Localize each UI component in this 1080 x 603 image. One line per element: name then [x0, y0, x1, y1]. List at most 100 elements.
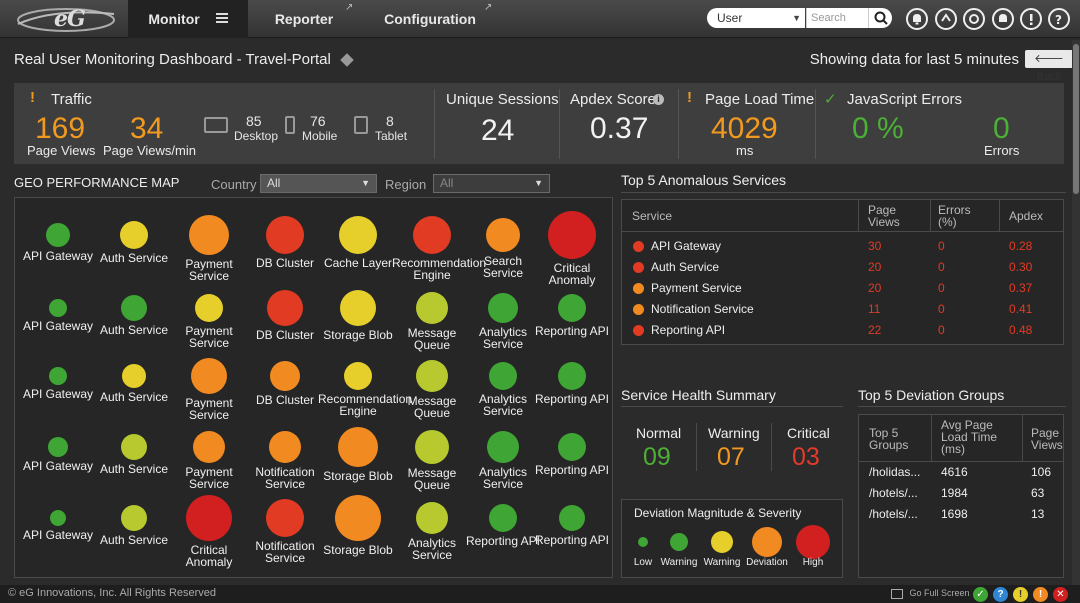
- geo-node-storage-blob[interactable]: Storage Blob: [318, 495, 398, 556]
- bell-icon[interactable]: [906, 8, 928, 30]
- geo-node-db-cluster[interactable]: DB Cluster: [245, 216, 325, 269]
- legend-item-deviation: Deviation: [743, 527, 791, 568]
- table-row[interactable]: Payment Service 20 0 0.37: [622, 278, 1063, 299]
- footer: © eG Innovations, Inc. All Rights Reserv…: [0, 585, 1080, 603]
- table-row[interactable]: /hotels/... 1698 13: [859, 507, 1063, 528]
- check-icon[interactable]: ✓: [973, 587, 988, 602]
- geo-node-api-gateway[interactable]: API Gateway: [18, 510, 98, 541]
- geo-node-auth-service[interactable]: Auth Service: [94, 295, 174, 336]
- full-screen-button[interactable]: Go Full Screen: [891, 588, 970, 599]
- info-icon[interactable]: !: [1013, 587, 1028, 602]
- geo-node-analytics-service[interactable]: Analytics Service: [392, 502, 472, 561]
- close-icon[interactable]: ✕: [1053, 587, 1068, 602]
- column-header[interactable]: Page Views: [1031, 426, 1063, 452]
- geo-node-db-cluster[interactable]: DB Cluster: [245, 290, 325, 341]
- column-header[interactable]: Top 5 Groups: [869, 426, 909, 452]
- geo-node-auth-service[interactable]: Auth Service: [94, 505, 174, 546]
- geo-node-label: Payment Service: [185, 324, 233, 350]
- alert-icon[interactable]: [1020, 8, 1042, 30]
- geo-node-payment-service[interactable]: Payment Service: [169, 294, 249, 349]
- geo-node-payment-service[interactable]: Payment Service: [169, 215, 249, 282]
- geo-node-critical-anomaly[interactable]: Critical Anomaly: [532, 211, 612, 286]
- scrollbar[interactable]: [1072, 40, 1080, 585]
- tab-reporter[interactable]: Reporter: [250, 0, 358, 38]
- geo-node-label: DB Cluster: [255, 328, 314, 342]
- table-row[interactable]: /hotels/... 1984 63: [859, 486, 1063, 507]
- hamburger-menu-icon[interactable]: [215, 13, 228, 24]
- network-icon[interactable]: [963, 8, 985, 30]
- geo-node-message-queue[interactable]: Message Queue: [392, 360, 472, 419]
- column-header[interactable]: Page Views: [868, 203, 900, 229]
- warning-icon[interactable]: !: [1033, 587, 1048, 602]
- deviation-groups-table: Top 5 Groups Avg Page Load Time (ms) Pag…: [858, 414, 1064, 578]
- geo-node-auth-service[interactable]: Auth Service: [94, 364, 174, 403]
- scrollbar-thumb[interactable]: [1073, 44, 1079, 194]
- anomalous-services-table: Service Page Views Errors (%) Apdex API …: [621, 199, 1064, 345]
- geo-node-message-queue[interactable]: Message Queue: [392, 292, 472, 351]
- help-icon[interactable]: ?: [993, 587, 1008, 602]
- column-header[interactable]: Errors (%): [938, 203, 971, 229]
- geo-node-auth-service[interactable]: Auth Service: [94, 221, 174, 264]
- table-row[interactable]: Notification Service 11 0 0.41: [622, 299, 1063, 320]
- geo-node-search-service[interactable]: Search Service: [463, 218, 543, 279]
- column-header[interactable]: Avg Page Load Time (ms): [941, 418, 998, 456]
- geo-node-analytics-service[interactable]: Analytics Service: [463, 431, 543, 490]
- geo-node-storage-blob[interactable]: Storage Blob: [318, 290, 398, 341]
- geo-node-message-queue[interactable]: Message Queue: [392, 430, 472, 491]
- geo-node-payment-service[interactable]: Payment Service: [169, 358, 249, 421]
- column-header[interactable]: Apdex: [1009, 209, 1044, 223]
- table-cell: 22: [868, 323, 882, 337]
- divider: [858, 406, 1066, 407]
- external-link-icon[interactable]: ↗: [345, 2, 354, 13]
- geo-node-cache-layer[interactable]: Cache Layer: [318, 216, 398, 269]
- region-dropdown[interactable]: All ▼: [433, 174, 550, 193]
- sync-icon[interactable]: [935, 8, 957, 30]
- back-button[interactable]: 🡐 Back: [1025, 50, 1073, 83]
- tab-configuration[interactable]: Configuration: [362, 0, 498, 38]
- eg-logo[interactable]: eG: [14, 4, 118, 34]
- geo-node-auth-service[interactable]: Auth Service: [94, 434, 174, 475]
- chevron-down-icon: ▼: [534, 178, 543, 188]
- geo-node-reporting-api[interactable]: Reporting API: [532, 294, 612, 337]
- table-row[interactable]: Auth Service 20 0 0.30: [622, 257, 1063, 278]
- user-select-value: User: [717, 11, 743, 25]
- geo-node-critical-anomaly[interactable]: Critical Anomaly: [169, 495, 249, 568]
- divider: [621, 406, 843, 407]
- user-select-dropdown[interactable]: User ▼: [707, 8, 805, 28]
- geo-node-storage-blob[interactable]: Storage Blob: [318, 427, 398, 482]
- geo-node-api-gateway[interactable]: API Gateway: [18, 367, 98, 400]
- geo-node-reporting-api[interactable]: Reporting API: [532, 433, 612, 476]
- normal-label: Normal: [636, 425, 682, 441]
- table-row[interactable]: Reporting API 22 0 0.48: [622, 320, 1063, 341]
- external-link-icon[interactable]: ↗: [484, 2, 493, 13]
- page-title-text: Real User Monitoring Dashboard - Travel-…: [14, 51, 331, 68]
- geo-node-notification-service[interactable]: Notification Service: [245, 499, 325, 564]
- table-row[interactable]: API Gateway 30 0 0.28: [622, 236, 1063, 257]
- table-row[interactable]: /holidas... 4616 106: [859, 465, 1063, 486]
- geo-node-notification-service[interactable]: Notification Service: [245, 431, 325, 490]
- js-errors-percent: 0 %: [852, 112, 904, 145]
- table-cell: 0: [938, 281, 945, 295]
- geo-node-analytics-service[interactable]: Analytics Service: [463, 293, 543, 350]
- geo-node-reporting-api[interactable]: Reporting API: [532, 505, 612, 546]
- info-icon[interactable]: i: [653, 94, 664, 105]
- geo-node-payment-service[interactable]: Payment Service: [169, 431, 249, 490]
- geo-node-label: Payment Service: [185, 396, 233, 422]
- search-input[interactable]: Search: [806, 8, 868, 28]
- column-header[interactable]: Service: [632, 209, 673, 223]
- geo-node-reporting-api[interactable]: Reporting API: [463, 504, 543, 547]
- geo-node-reporting-api[interactable]: Reporting API: [532, 362, 612, 405]
- tab-monitor[interactable]: Monitor: [128, 0, 248, 38]
- geo-node-analytics-service[interactable]: Analytics Service: [463, 362, 543, 417]
- country-dropdown[interactable]: All ▼: [260, 174, 377, 193]
- geo-node-db-cluster[interactable]: DB Cluster: [245, 361, 325, 406]
- geo-node-label: Analytics Service: [478, 392, 528, 418]
- help-icon[interactable]: ?: [1048, 8, 1070, 30]
- geo-node-api-gateway[interactable]: API Gateway: [18, 437, 98, 472]
- geo-node-api-gateway[interactable]: API Gateway: [18, 223, 98, 262]
- geo-node-api-gateway[interactable]: API Gateway: [18, 299, 98, 332]
- geo-node-recommendation-engine[interactable]: Recommendation Engine: [318, 362, 412, 417]
- search-button[interactable]: [868, 8, 892, 28]
- geo-node-recommendation-engine[interactable]: Recommendation Engine: [392, 216, 486, 281]
- alarm-icon[interactable]: [992, 8, 1014, 30]
